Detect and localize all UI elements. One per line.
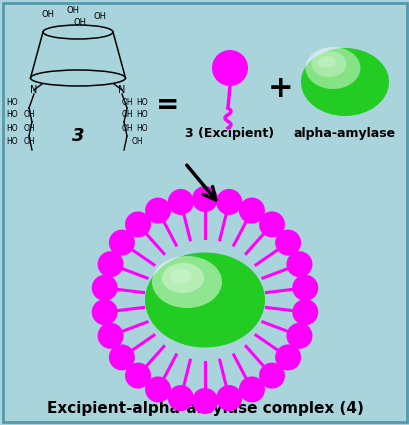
Circle shape	[125, 211, 151, 238]
Text: 3 (Excipient): 3 (Excipient)	[185, 127, 274, 139]
Circle shape	[274, 230, 300, 255]
Ellipse shape	[170, 269, 191, 283]
Text: HO: HO	[6, 97, 18, 107]
Circle shape	[92, 299, 117, 325]
Circle shape	[145, 198, 171, 224]
Ellipse shape	[305, 47, 360, 89]
Circle shape	[109, 230, 135, 255]
Circle shape	[92, 275, 117, 301]
Text: OH: OH	[41, 9, 54, 19]
Circle shape	[191, 388, 218, 414]
Circle shape	[145, 377, 171, 402]
Text: N: N	[30, 85, 38, 95]
Ellipse shape	[300, 48, 388, 116]
Ellipse shape	[311, 51, 346, 77]
Ellipse shape	[145, 252, 264, 348]
Text: alpha-amylase: alpha-amylase	[293, 127, 395, 139]
Circle shape	[292, 275, 317, 301]
Text: 3: 3	[72, 127, 84, 145]
Ellipse shape	[317, 56, 335, 68]
Text: OH: OH	[121, 110, 133, 119]
Circle shape	[238, 377, 264, 402]
Circle shape	[286, 323, 312, 349]
Circle shape	[216, 385, 242, 411]
Circle shape	[167, 189, 193, 215]
Circle shape	[191, 186, 218, 212]
Circle shape	[109, 344, 135, 370]
Text: OH: OH	[23, 138, 35, 147]
Circle shape	[258, 211, 284, 238]
Text: OH: OH	[121, 97, 133, 107]
Text: =: =	[156, 91, 179, 119]
Circle shape	[125, 363, 151, 388]
Text: HO: HO	[6, 110, 18, 119]
Circle shape	[258, 363, 284, 388]
Text: OH: OH	[23, 124, 35, 133]
Circle shape	[97, 323, 123, 349]
Text: HO: HO	[136, 97, 148, 107]
Text: N: N	[118, 85, 126, 95]
Text: HO: HO	[6, 124, 18, 133]
Text: OH: OH	[73, 17, 86, 26]
Ellipse shape	[162, 263, 204, 293]
Circle shape	[167, 385, 193, 411]
Text: HO: HO	[6, 138, 18, 147]
Text: OH: OH	[131, 138, 142, 147]
Ellipse shape	[211, 50, 247, 86]
Text: Excipient-alpha-amylase complex (4): Excipient-alpha-amylase complex (4)	[47, 400, 362, 416]
Circle shape	[216, 189, 242, 215]
Circle shape	[97, 251, 123, 277]
Circle shape	[274, 344, 300, 370]
Circle shape	[238, 198, 264, 224]
Text: OH: OH	[93, 11, 106, 20]
Text: +: +	[267, 74, 293, 102]
Text: HO: HO	[136, 124, 148, 133]
Text: OH: OH	[66, 6, 79, 14]
Circle shape	[286, 251, 312, 277]
Ellipse shape	[152, 256, 221, 308]
Circle shape	[292, 299, 317, 325]
Text: HO: HO	[136, 110, 148, 119]
Text: OH: OH	[121, 124, 133, 133]
Text: OH: OH	[23, 110, 35, 119]
